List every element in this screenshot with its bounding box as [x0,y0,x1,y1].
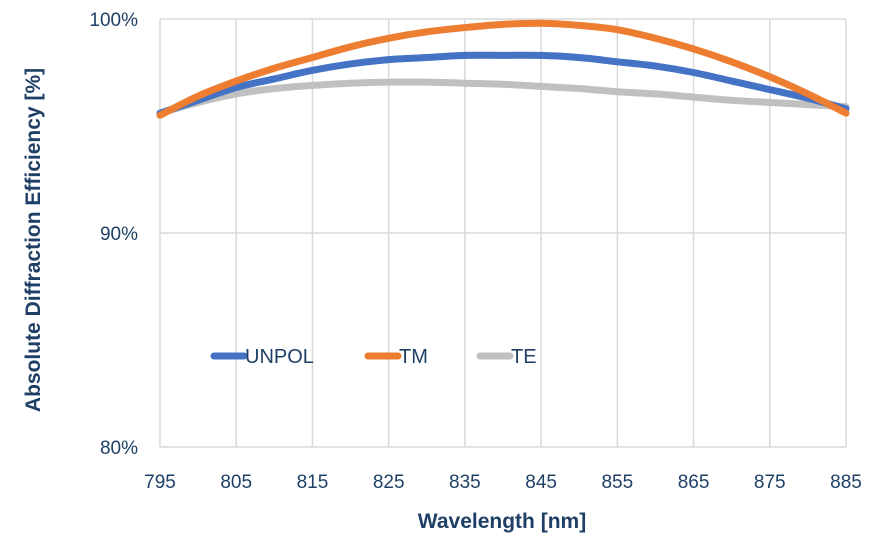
x-tick-label: 835 [449,472,481,493]
legend-label-te: TE [511,346,537,368]
x-tick-label: 825 [373,472,405,493]
y-tick-labels: 80% 90% 100% [89,10,138,459]
y-tick-label: 80% [100,438,138,459]
x-tick-label: 805 [220,472,252,493]
x-tick-label: 855 [601,472,633,493]
x-tick-labels: 795 805 815 825 835 845 855 865 875 885 [144,472,862,493]
series-lines [156,19,850,119]
legend: UNPOL TM TE [210,346,537,368]
series-line-unpol [156,51,850,117]
series-line-tm [156,19,850,119]
series-line-te [156,78,850,117]
legend-label-tm: TM [399,346,428,368]
gridlines [159,18,847,448]
y-tick-label: 100% [89,10,138,31]
legend-label-unpol: UNPOL [245,346,314,368]
x-tick-label: 885 [830,472,862,493]
x-tick-label: 865 [678,472,710,493]
x-tick-label: 845 [525,472,557,493]
y-tick-label: 90% [100,224,138,245]
x-tick-label: 795 [144,472,176,493]
x-tick-label: 875 [754,472,786,493]
x-axis-title: Wavelength [nm] [418,510,586,533]
y-axis-title: Absolute Diffraction Efficiency [%] [22,68,45,412]
x-tick-label: 815 [297,472,329,493]
